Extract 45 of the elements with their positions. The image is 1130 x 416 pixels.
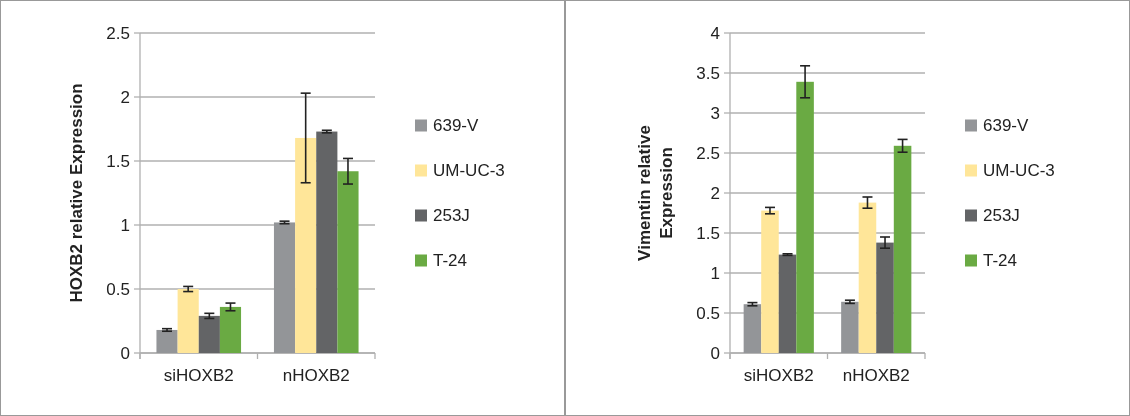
legend-label: 253J	[983, 206, 1020, 226]
legend-label: 639-V	[433, 116, 480, 136]
bar	[295, 137, 317, 353]
y-tick-label: 2	[710, 183, 720, 203]
bar	[893, 145, 912, 353]
legend-label: UM-UC-3	[983, 161, 1055, 181]
y-tick-label: 1.5	[106, 151, 130, 171]
x-tick-label: siHOXB2	[743, 366, 814, 385]
bar	[337, 171, 359, 353]
y-tick-label: 0.5	[106, 279, 130, 299]
y-axis-title: HOXB2 relative Expression	[67, 83, 86, 303]
legend-label: 639-V	[983, 116, 1030, 136]
x-tick-label: siHOXB2	[163, 366, 234, 385]
legend-label: 253J	[433, 206, 470, 226]
y-axis-title: Vimentin relative Expression	[635, 125, 676, 261]
y-tick-label: 0	[120, 343, 130, 363]
x-tick-label: nHOXB2	[842, 366, 910, 385]
bar	[876, 242, 894, 353]
y-tick-label: 0.5	[696, 303, 720, 323]
y-tick-label: 1.5	[696, 223, 720, 243]
y-tick-label: 2.5	[696, 143, 720, 163]
bar	[316, 131, 338, 353]
bar	[778, 254, 797, 353]
x-tick-label: nHOXB2	[282, 366, 350, 385]
bar	[198, 315, 220, 353]
bar	[156, 329, 178, 353]
legend-label: UM-UC-3	[433, 161, 505, 181]
y-tick-label: 3	[710, 103, 720, 123]
y-tick-label: 3.5	[696, 63, 720, 83]
bar	[219, 306, 242, 353]
y-tick-label: 2	[120, 87, 130, 107]
bar	[743, 304, 762, 353]
bar	[761, 210, 779, 353]
bar	[858, 202, 877, 353]
bar	[841, 301, 859, 353]
y-tick-label: 2.5	[106, 23, 130, 43]
legend-label: T-24	[433, 251, 468, 271]
y-tick-label: 1	[710, 263, 720, 283]
y-tick-label: 0	[710, 343, 720, 363]
y-tick-label: 1	[120, 215, 130, 235]
legend-label: T-24	[983, 251, 1018, 271]
bar	[273, 222, 296, 353]
bar	[796, 81, 814, 353]
y-tick-label: 4	[710, 23, 720, 43]
bar	[177, 289, 199, 353]
